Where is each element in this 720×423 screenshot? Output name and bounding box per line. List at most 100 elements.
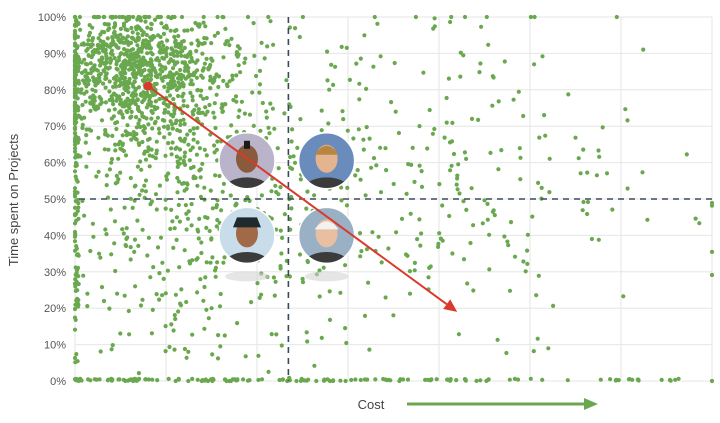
data-point bbox=[145, 25, 150, 30]
data-point bbox=[345, 185, 350, 190]
data-point bbox=[178, 122, 183, 127]
data-point bbox=[101, 81, 106, 86]
data-point bbox=[251, 123, 256, 128]
data-point bbox=[154, 292, 159, 297]
data-point bbox=[233, 94, 239, 99]
data-point bbox=[90, 38, 95, 43]
data-point bbox=[198, 175, 203, 180]
data-point bbox=[121, 62, 126, 67]
data-point bbox=[238, 70, 243, 75]
data-point bbox=[121, 115, 126, 120]
data-point bbox=[146, 45, 151, 50]
data-point bbox=[486, 377, 491, 382]
data-point bbox=[462, 14, 468, 20]
data-point bbox=[300, 276, 305, 281]
data-point bbox=[195, 38, 200, 43]
data-point bbox=[194, 48, 199, 54]
data-point bbox=[189, 202, 194, 207]
data-point bbox=[163, 153, 168, 158]
data-point bbox=[146, 235, 151, 240]
data-point bbox=[518, 177, 523, 182]
data-point bbox=[126, 42, 131, 47]
data-point bbox=[113, 142, 118, 147]
data-point bbox=[298, 117, 303, 122]
data-point bbox=[131, 68, 136, 73]
data-point bbox=[103, 100, 108, 105]
data-point bbox=[128, 257, 133, 262]
data-point bbox=[172, 313, 177, 318]
data-point bbox=[262, 56, 267, 61]
data-point bbox=[91, 234, 96, 239]
data-point bbox=[166, 141, 171, 146]
y-tick-label: 20% bbox=[44, 303, 66, 315]
data-point bbox=[169, 152, 174, 157]
data-point bbox=[166, 85, 171, 90]
data-point bbox=[143, 19, 148, 24]
data-point bbox=[236, 63, 241, 68]
data-point bbox=[181, 39, 186, 44]
data-point bbox=[130, 205, 135, 210]
data-point bbox=[177, 42, 182, 47]
data-point bbox=[266, 125, 271, 130]
data-point bbox=[109, 252, 114, 257]
data-point bbox=[229, 123, 234, 128]
y-tick-label: 70% bbox=[44, 121, 66, 133]
data-point bbox=[101, 298, 107, 304]
data-point bbox=[260, 100, 265, 106]
data-point bbox=[259, 40, 264, 46]
data-point bbox=[573, 135, 578, 140]
data-point bbox=[215, 158, 220, 163]
data-point bbox=[128, 377, 134, 382]
data-point bbox=[594, 173, 600, 178]
y-tick-label: 60% bbox=[44, 158, 66, 170]
data-point bbox=[167, 131, 172, 136]
data-point bbox=[202, 41, 207, 46]
data-point bbox=[176, 33, 181, 39]
data-point bbox=[243, 354, 248, 359]
data-point bbox=[132, 55, 137, 60]
data-point bbox=[74, 252, 80, 258]
data-point bbox=[220, 14, 225, 20]
data-point bbox=[129, 25, 134, 31]
data-point bbox=[177, 161, 182, 166]
data-point bbox=[363, 193, 368, 198]
data-point bbox=[393, 109, 398, 114]
data-point bbox=[196, 107, 201, 112]
data-point bbox=[177, 136, 183, 141]
data-point bbox=[508, 220, 514, 225]
data-point bbox=[319, 108, 324, 113]
data-point bbox=[95, 81, 100, 86]
data-point bbox=[140, 188, 145, 193]
data-point bbox=[72, 126, 78, 131]
data-point bbox=[371, 156, 377, 161]
data-point bbox=[428, 378, 433, 383]
data-point bbox=[186, 142, 191, 147]
data-point bbox=[126, 103, 131, 108]
data-point bbox=[169, 322, 174, 327]
data-point bbox=[92, 14, 97, 20]
data-point bbox=[146, 39, 152, 44]
data-point bbox=[195, 183, 200, 188]
data-point bbox=[75, 96, 80, 101]
data-point bbox=[305, 189, 310, 194]
data-point bbox=[512, 376, 518, 381]
data-point bbox=[188, 128, 193, 133]
data-point bbox=[456, 162, 461, 167]
data-point bbox=[461, 199, 466, 204]
data-point bbox=[116, 156, 121, 161]
data-point bbox=[85, 62, 90, 67]
data-point bbox=[72, 28, 78, 34]
data-point bbox=[490, 103, 495, 108]
data-point bbox=[521, 259, 526, 264]
data-point bbox=[174, 154, 179, 159]
data-point bbox=[257, 82, 263, 87]
data-point bbox=[159, 47, 164, 52]
data-point bbox=[108, 56, 113, 61]
data-point bbox=[135, 35, 140, 41]
data-point bbox=[124, 226, 129, 231]
data-point bbox=[72, 205, 78, 210]
data-point bbox=[193, 20, 198, 26]
data-point bbox=[114, 62, 119, 67]
data-point bbox=[147, 68, 152, 73]
data-point bbox=[82, 69, 87, 74]
